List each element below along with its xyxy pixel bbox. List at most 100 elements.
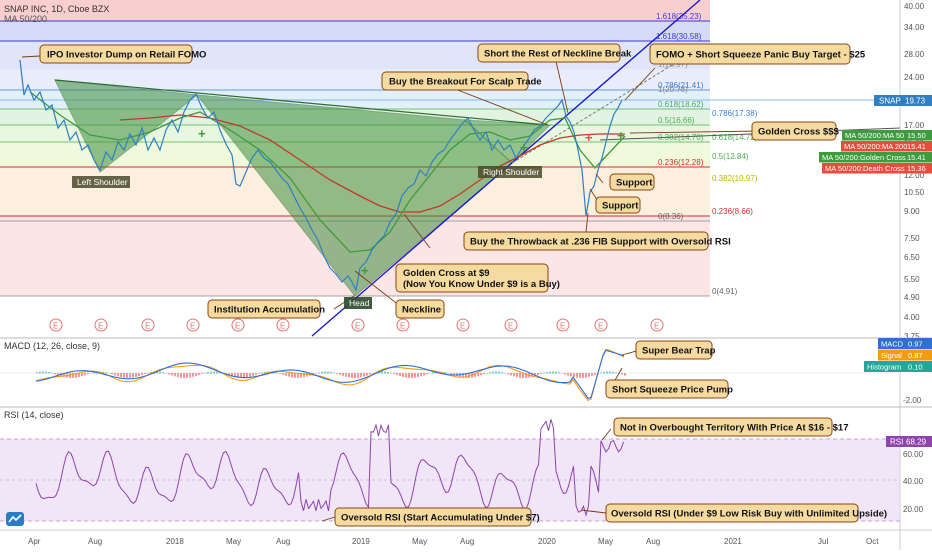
- svg-text:E: E: [190, 322, 195, 331]
- fib-label-9: 0.5(12.84): [712, 152, 749, 161]
- time-tick-0: Apr: [28, 537, 41, 546]
- earnings-marker-4[interactable]: E: [231, 318, 245, 332]
- badge-ma-d: MA 50/200:Death Cross 15.36: [822, 163, 932, 174]
- macd-tick: -2.00: [903, 396, 922, 405]
- price-tick-8: 12.00: [904, 171, 925, 180]
- rsi-badge-value: 68.29: [906, 438, 927, 447]
- rsi-badge-label: RSI: [890, 438, 903, 447]
- svg-text:Histogram: Histogram: [867, 363, 901, 372]
- fib-label-0: 1.618(35.23): [656, 12, 702, 21]
- badge-ma-b: MA 50/200:MA 200 15.41: [841, 141, 932, 152]
- earnings-marker-5[interactable]: E: [276, 318, 290, 332]
- time-tick-8: 2020: [538, 537, 556, 546]
- price-tick-16: 3.75: [904, 332, 920, 341]
- svg-text:+: +: [585, 130, 593, 145]
- rsi-title: RSI (14, close): [4, 410, 64, 420]
- callout-breakout: Buy the Breakout For Scalp Trade: [381, 71, 542, 91]
- callout-support-1: Support: [609, 173, 655, 191]
- badge-macd: MACD 0.97: [878, 338, 932, 349]
- time-tick-6: May: [412, 537, 427, 546]
- earnings-marker-10[interactable]: E: [556, 318, 570, 332]
- svg-text:MA 50/200:Golden Cross: MA 50/200:Golden Cross: [822, 153, 906, 162]
- time-tick-3: May: [226, 537, 241, 546]
- callout-fomo: FOMO + Short Squeeze Panic Buy Target - …: [649, 43, 866, 65]
- price-tick-15: 4.00: [904, 313, 920, 322]
- fib-label-11: 0.382(10.97): [712, 174, 758, 183]
- badge-signal: Signal 0.87: [878, 349, 932, 361]
- svg-text:IPO Investor Dump on Retail FO: IPO Investor Dump on Retail FOMO: [47, 50, 206, 61]
- price-tick-14: 4.90: [904, 293, 920, 302]
- fib-label-8: 0.5(16.66): [658, 116, 695, 125]
- head-label: Head: [344, 297, 372, 309]
- svg-text:Short the Rest of Neckline Bre: Short the Rest of Neckline Break: [484, 49, 632, 60]
- svg-text:SNAP: SNAP: [879, 97, 901, 106]
- shoulder-labels: Left Shoulder Right Shoulder Head: [72, 166, 542, 309]
- time-tick-2: 2018: [166, 537, 184, 546]
- rsi-tick-60: 60.00: [903, 450, 924, 459]
- time-tick-5: 2019: [352, 537, 370, 546]
- price-tick-2: 28.00: [904, 50, 925, 59]
- price-tick-13: 5.50: [904, 275, 920, 284]
- badge-hist: Histogram 0.10: [864, 361, 932, 372]
- svg-text:+: +: [198, 126, 206, 141]
- earnings-marker-6[interactable]: E: [351, 318, 365, 332]
- annotation-callouts: IPO Investor Dump on Retail FOMO Short t…: [39, 43, 887, 527]
- svg-text:MACD: MACD: [881, 340, 904, 349]
- rsi-badge: RSI 68.29: [886, 436, 932, 447]
- fib-label-14: 0(8.36): [658, 212, 684, 221]
- svg-text:Head: Head: [349, 298, 370, 308]
- callout-not-overbought: Not in Overbought Territory With Price A…: [613, 417, 848, 437]
- fib-label-12: 0.236(12.28): [658, 158, 704, 167]
- signal-line: [35, 348, 625, 402]
- svg-text:Buy the Throwback at .236 FIB: Buy the Throwback at .236 FIB Support wi…: [470, 237, 731, 248]
- callout-squeeze-pump: Short Squeeze Price Pump: [605, 379, 733, 399]
- earnings-marker-11[interactable]: E: [594, 318, 608, 332]
- svg-text:15.36: 15.36: [907, 164, 926, 173]
- svg-text:E: E: [508, 322, 513, 331]
- earnings-marker-7[interactable]: E: [396, 318, 410, 332]
- earnings-marker-0[interactable]: E: [49, 318, 63, 332]
- macd-badges: MACD 0.97 Signal 0.87 Histogram 0.10: [864, 338, 932, 372]
- svg-text:E: E: [460, 322, 465, 331]
- tradingview-logo: [6, 512, 24, 526]
- symbol-line: SNAP INC, 1D, Cboe BZX: [4, 4, 109, 14]
- price-tick-12: 6.50: [904, 253, 920, 262]
- svg-text:+: +: [520, 140, 528, 155]
- callout-oversold-start: Oversold RSI (Start Accumulating Under $…: [334, 507, 540, 527]
- callout-golden-cross-side: Golden Cross $$$: [751, 121, 839, 141]
- fib-label-13: 0.236(8.66): [712, 207, 753, 216]
- macd-line: [35, 349, 625, 399]
- svg-text:Buy the Breakout For Scalp Tra: Buy the Breakout For Scalp Trade: [389, 77, 542, 88]
- right-shoulder-label: Right Shoulder: [478, 166, 542, 178]
- svg-text:15.41: 15.41: [907, 142, 926, 151]
- callout-oversold-9: Oversold RSI (Under $9 Low Risk Buy with…: [605, 503, 887, 523]
- time-tick-1: Aug: [88, 537, 102, 546]
- svg-text:E: E: [598, 322, 603, 331]
- earnings-marker-8[interactable]: E: [456, 318, 470, 332]
- earnings-marker-9[interactable]: E: [504, 318, 518, 332]
- svg-text:Super Bear Trap: Super Bear Trap: [642, 346, 716, 357]
- head-and-shoulders-pattern: [54, 79, 552, 297]
- fib-label-3: 1(20.78): [658, 85, 688, 94]
- earnings-marker-1[interactable]: E: [94, 318, 108, 332]
- callout-neckline: Neckline: [395, 299, 445, 319]
- earnings-marker-12[interactable]: E: [650, 318, 664, 332]
- svg-text:(Now You Know Under $9 is a Bu: (Now You Know Under $9 is a Buy): [403, 279, 560, 290]
- earnings-marker-2[interactable]: E: [141, 318, 155, 332]
- time-tick-12: Jul: [818, 537, 828, 546]
- svg-text:FOMO + Short Squeeze Panic Buy: FOMO + Short Squeeze Panic Buy Target - …: [656, 50, 866, 61]
- svg-text:MA 50/200:MA 200: MA 50/200:MA 200: [844, 142, 907, 151]
- svg-text:+: +: [361, 263, 369, 278]
- price-tick-10: 9.00: [904, 207, 920, 216]
- fib-label-7: 0.618(14.72): [712, 133, 758, 142]
- svg-text:Left Shoulder: Left Shoulder: [77, 177, 128, 187]
- badge-ma-a: MA 50/200:MA 50 15.50: [842, 130, 932, 141]
- earnings-marker-3[interactable]: E: [186, 318, 200, 332]
- time-tick-9: May: [598, 537, 613, 546]
- time-axis-ticks: Apr Aug 2018 May Aug 2019 May Aug 2020 May Aug 2021…: [28, 537, 879, 546]
- badge-snap: SNAP 19.73: [874, 95, 932, 106]
- ma-line: MA 50/200: [4, 14, 47, 24]
- time-tick-7: Aug: [460, 537, 474, 546]
- price-tick-9: 10.50: [904, 188, 925, 197]
